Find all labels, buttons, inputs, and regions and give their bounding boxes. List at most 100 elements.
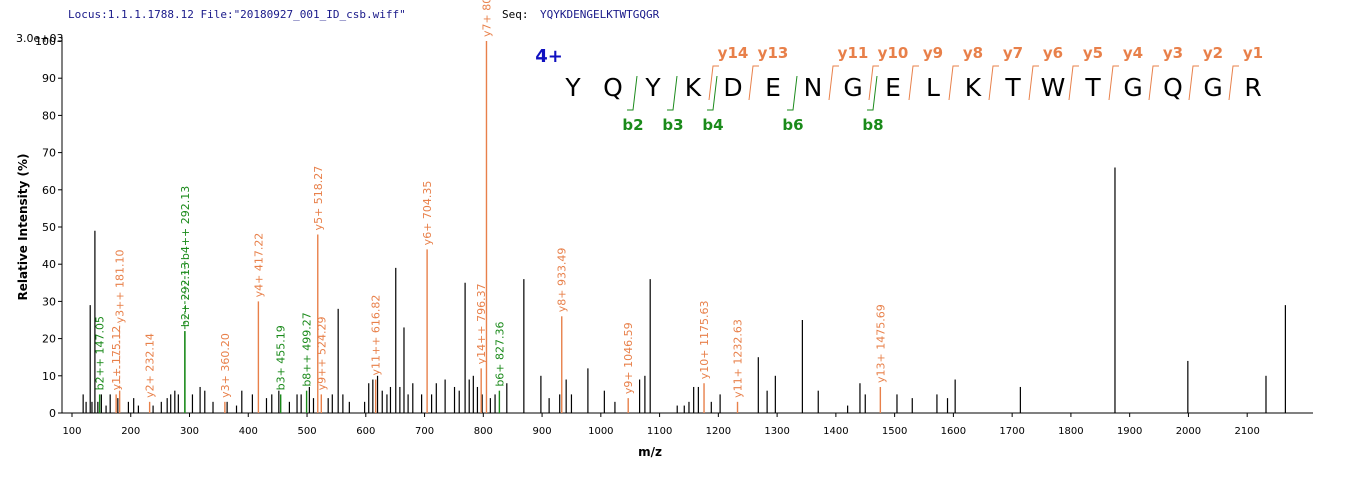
y-cleavage — [1148, 65, 1159, 101]
x-tick-label: 1400 — [823, 426, 848, 437]
b-ion: b8 — [862, 116, 883, 134]
peak-label: b2++ 147.05 — [94, 316, 107, 390]
b-ion: b2 — [622, 116, 643, 134]
peak-label: y14++ 796.37 — [475, 283, 488, 364]
residue: W — [1041, 73, 1066, 102]
b-cleavage — [867, 75, 878, 111]
y-ion: y13 — [758, 44, 789, 62]
peak-label: y1+ 175.12 — [110, 326, 123, 391]
x-tick-label: 200 — [121, 426, 140, 437]
x-tick-label: 1200 — [706, 426, 731, 437]
x-tick-label: 900 — [533, 426, 552, 437]
y-cleavage — [1228, 65, 1239, 101]
peak-label: y5+ 518.27 — [312, 166, 325, 231]
y-cleavage — [748, 65, 759, 101]
residue: N — [804, 73, 823, 102]
residue: E — [765, 73, 781, 102]
y-tick-label: 90 — [42, 72, 56, 85]
peak-label: y10+ 1175.63 — [698, 301, 711, 380]
y-ion: y2 — [1203, 44, 1223, 62]
peak-label: b3+ 455.19 — [275, 325, 288, 390]
peak-label: y7+ 805.39 — [480, 0, 493, 37]
x-tick-label: 2100 — [1234, 426, 1259, 437]
residue: Q — [603, 73, 623, 102]
scale-label: 3.0e+03 — [16, 32, 63, 45]
b-cleavage — [707, 75, 718, 111]
y-tick-label: 50 — [42, 221, 56, 234]
residue: T — [1084, 73, 1101, 102]
y-ion: y10 — [878, 44, 909, 62]
y-cleavage — [868, 65, 879, 101]
y-cleavage — [908, 65, 919, 101]
b-ion: b4 — [702, 116, 723, 134]
y-cleavage — [1028, 65, 1039, 101]
b-ion: b3 — [662, 116, 683, 134]
residue: E — [885, 73, 901, 102]
y-cleavage — [1068, 65, 1079, 101]
y-cleavage — [828, 65, 839, 101]
peak-label: y9++ 524.29 — [315, 316, 328, 390]
peak-label: b6+ 827.36 — [493, 321, 506, 386]
y-ion: y1 — [1243, 44, 1263, 62]
y-ion: y14 — [718, 44, 749, 62]
y-ion: y9 — [923, 44, 943, 62]
y-tick-label: 30 — [42, 295, 56, 308]
peak-label: y4+ 417.22 — [252, 233, 265, 298]
x-tick-label: 600 — [356, 426, 375, 437]
x-tick-label: 1900 — [1117, 426, 1142, 437]
y-cleavage — [948, 65, 959, 101]
peak-label: y13+ 1475.69 — [874, 304, 887, 383]
residue: Q — [1163, 73, 1183, 102]
x-tick-label: 800 — [474, 426, 493, 437]
x-tick-label: 100 — [62, 426, 81, 437]
x-tick-label: 1100 — [647, 426, 672, 437]
x-tick-label: 400 — [239, 426, 258, 437]
seq: YQYKDENGELKTWTGQGR — [540, 8, 660, 21]
y-cleavage — [988, 65, 999, 101]
y-tick-label: 40 — [42, 258, 56, 271]
residue: K — [685, 73, 702, 102]
header: Locus:1.1.1.1788.12 File:"20180927_001_I… — [68, 8, 406, 21]
y-tick-label: 100 — [35, 35, 56, 48]
residue: D — [723, 73, 742, 102]
seq-label: Seq: — [502, 8, 529, 21]
residue: T — [1004, 73, 1021, 102]
peak-label: y8+ 933.49 — [556, 248, 569, 313]
peak-label: y3++ 181.10 — [114, 249, 127, 323]
y-axis-title: Relative Intensity (%) — [16, 154, 30, 301]
x-tick-label: 2000 — [1176, 426, 1201, 437]
y-tick-label: 10 — [42, 370, 56, 383]
x-tick-label: 700 — [415, 426, 434, 437]
residue: K — [965, 73, 982, 102]
residue: G — [1203, 73, 1222, 102]
peak-label: y9+ 1046.59 — [622, 322, 635, 394]
y-ion: y7 — [1003, 44, 1023, 62]
y-cleavage — [1108, 65, 1119, 101]
peak-label: b4++ 292.13 — [179, 186, 192, 260]
x-axis-title: m/z — [638, 445, 662, 459]
y-tick-label: 60 — [42, 184, 56, 197]
peak-label: y2+ 232.14 — [144, 333, 157, 398]
y-tick-label: 0 — [49, 407, 56, 420]
b-cleavage — [627, 75, 638, 111]
y-ion: y8 — [963, 44, 983, 62]
charge: 4+ — [535, 46, 563, 67]
peak-label: b2+ 292.13 — [179, 262, 192, 327]
peak-label: y6+ 704.35 — [421, 181, 434, 246]
x-tick-label: 1300 — [764, 426, 789, 437]
residue: G — [843, 73, 862, 102]
x-tick-label: 300 — [180, 426, 199, 437]
y-cleavage — [708, 65, 719, 101]
y-tick-label: 20 — [42, 333, 56, 346]
y-cleavage — [1188, 65, 1199, 101]
peak-label: y3+ 360.20 — [219, 333, 232, 398]
y-ion: y6 — [1043, 44, 1063, 62]
x-tick-label: 1600 — [941, 426, 966, 437]
x-tick-label: 500 — [297, 426, 316, 437]
residue: Y — [564, 73, 581, 102]
b-cleavage — [667, 75, 678, 111]
y-ion: y11 — [838, 44, 869, 62]
residue: L — [926, 73, 940, 102]
